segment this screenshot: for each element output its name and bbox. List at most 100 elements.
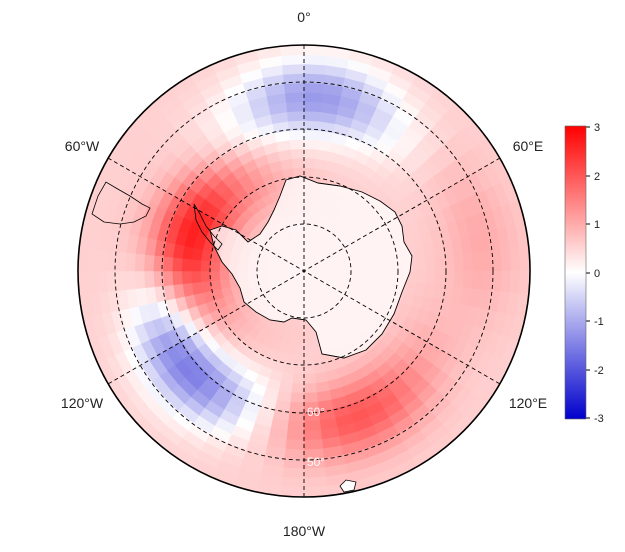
field-cell xyxy=(96,270,108,294)
field-cell xyxy=(472,251,484,272)
colorbar-frame xyxy=(564,125,587,420)
field-cell xyxy=(303,119,321,131)
colorbar-tick-label: -1 xyxy=(594,316,604,328)
field-cell xyxy=(434,255,446,272)
meridian-60e-120w xyxy=(107,157,501,385)
field-cell xyxy=(283,448,305,460)
field-cell xyxy=(303,354,315,366)
field-cell xyxy=(500,248,512,272)
longitude-label-0: 0° xyxy=(297,9,310,25)
field-cell xyxy=(162,255,174,272)
field-cell xyxy=(303,420,322,432)
field-cell xyxy=(303,129,320,141)
field-cell xyxy=(96,248,108,272)
field-cell xyxy=(294,345,305,357)
longitude-label-180w: 180°W xyxy=(283,523,326,539)
field-cell xyxy=(181,270,192,285)
field-cell xyxy=(303,364,316,375)
field-cell xyxy=(218,270,230,281)
longitude-label-120w: 120°W xyxy=(61,395,104,411)
field-cell xyxy=(288,129,305,141)
field-cell xyxy=(303,336,313,347)
field-cell xyxy=(115,270,127,292)
field-cell xyxy=(434,270,446,287)
latitude-label-60: 60° xyxy=(307,405,325,419)
field-cell xyxy=(303,345,314,357)
field-cell xyxy=(303,54,327,66)
colorbar-tick-label: 2 xyxy=(594,171,600,183)
field-cell xyxy=(283,82,305,94)
field-cell xyxy=(134,270,146,290)
field-cell xyxy=(281,476,305,488)
colorbar-tick: 3 xyxy=(586,122,600,134)
field-cell xyxy=(284,439,305,451)
field-cell xyxy=(303,429,323,441)
field-cell xyxy=(281,54,305,66)
field-cell xyxy=(293,354,305,366)
colorbar-gradient xyxy=(565,126,586,419)
field-cell xyxy=(519,247,530,272)
field-cell xyxy=(303,101,323,113)
colorbar-tick: -1 xyxy=(586,316,604,328)
field-cell xyxy=(286,110,305,122)
colorbar-tick: -2 xyxy=(586,365,604,377)
field-cell xyxy=(282,72,305,85)
field-cell xyxy=(162,270,174,287)
field-cell xyxy=(190,270,202,284)
field-cell xyxy=(288,401,305,413)
colorbar-tick-label: 0 xyxy=(594,268,600,280)
field-cell xyxy=(282,457,305,470)
south-america-tip xyxy=(91,181,151,225)
field-cell xyxy=(291,157,305,169)
map-boundary xyxy=(77,44,531,498)
field-cell xyxy=(87,248,99,272)
longitude-label-60w: 60°W xyxy=(65,138,100,154)
field-cell xyxy=(481,270,493,292)
field-cell xyxy=(303,138,319,150)
field-cell xyxy=(181,257,192,272)
field-cell xyxy=(286,420,305,432)
field-cell xyxy=(285,101,305,113)
field-cell xyxy=(143,270,155,289)
antarctic-peninsula xyxy=(193,203,223,251)
field-cell xyxy=(303,476,327,488)
colorbar-tick-label: 3 xyxy=(594,122,600,134)
field-cell xyxy=(472,270,484,291)
field-cell xyxy=(509,248,521,272)
field-cell xyxy=(303,392,319,404)
field-cell xyxy=(289,138,305,150)
new-zealand xyxy=(339,479,357,493)
field-cell xyxy=(453,253,465,272)
field-cell xyxy=(303,326,312,338)
field-cell xyxy=(500,270,512,294)
field-cell xyxy=(124,251,136,272)
longitude-label-120e: 120°E xyxy=(509,395,547,411)
field-cell xyxy=(303,383,318,394)
colorbar-tick: 2 xyxy=(586,171,600,183)
field-cell xyxy=(124,270,136,291)
field-cell xyxy=(481,250,493,272)
colorbar-tick-label: 1 xyxy=(594,219,600,231)
field-cell xyxy=(292,167,305,178)
field-cell xyxy=(303,148,318,159)
field-cell xyxy=(284,91,305,103)
colorbar-tick: -3 xyxy=(586,413,604,425)
latitude-circle-70 xyxy=(209,176,399,366)
field-cell xyxy=(190,258,202,272)
field-cell xyxy=(453,270,465,289)
field-cell xyxy=(87,270,99,294)
graticule xyxy=(107,45,501,497)
field-cell xyxy=(219,278,231,289)
field-cell xyxy=(295,336,305,347)
colorbar-tick-label: -2 xyxy=(594,365,604,377)
field-cell xyxy=(303,373,317,385)
field-cell xyxy=(292,364,305,375)
field-cell xyxy=(425,256,437,272)
field-cell xyxy=(303,91,324,103)
field-cell xyxy=(280,45,305,56)
field-cell xyxy=(303,167,316,178)
field-cell xyxy=(78,270,89,295)
field-cell xyxy=(200,270,211,283)
field-cell xyxy=(209,260,221,272)
